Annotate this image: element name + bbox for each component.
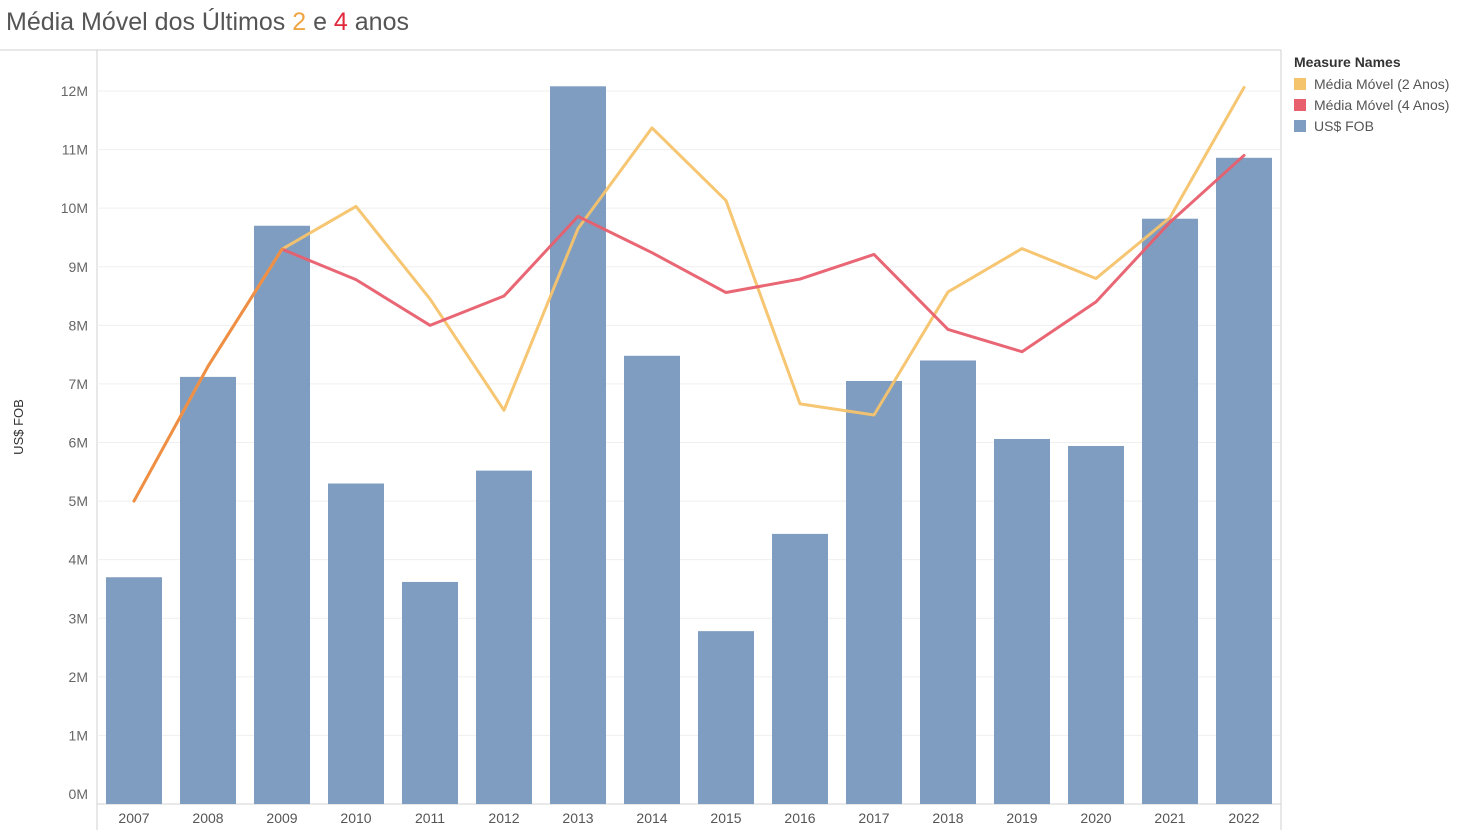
bar-2011	[402, 581, 458, 804]
y-tick-label: 3M	[69, 610, 88, 626]
x-tick-label: 2019	[1006, 810, 1037, 826]
x-tick-label: 2015	[710, 810, 741, 826]
x-tick-label: 2011	[415, 810, 445, 826]
y-tick-label: 4M	[69, 552, 88, 568]
x-tick-label: 2022	[1228, 810, 1259, 826]
title-number-2: 2	[292, 8, 307, 36]
chart-title: Média Móvel dos Últimos 2 e 4 anos	[6, 8, 409, 37]
y-tick-label: 10M	[61, 200, 88, 216]
x-tick-label: 2017	[858, 810, 889, 826]
y-tick-label: 7M	[69, 376, 88, 392]
line-media-movel-2-anos	[132, 85, 1246, 503]
x-tick-label: 2010	[340, 810, 371, 826]
y-tick-label: 1M	[69, 727, 88, 743]
x-tick-label: 2012	[488, 810, 519, 826]
bar-2020	[1068, 446, 1124, 804]
bar-2017	[846, 380, 902, 804]
bar-2022	[1216, 157, 1272, 804]
bar-2008	[180, 376, 236, 804]
bar-2015	[698, 631, 754, 804]
title-number-4: 4	[333, 8, 348, 36]
y-tick-label: 9M	[69, 259, 88, 275]
bar-2009	[254, 225, 310, 804]
legend-title: Measure Names	[1294, 54, 1401, 70]
y-tick-label: 0M	[69, 786, 88, 802]
y-tick-label: 12M	[61, 83, 88, 99]
x-tick-label: 2014	[636, 810, 667, 826]
x-tick-label: 2007	[118, 810, 149, 826]
x-tick-label: 2016	[784, 810, 815, 826]
line-media-movel-4-anos	[280, 153, 1246, 354]
title-prefix: Média Móvel dos Últimos	[6, 8, 293, 36]
bar-2014	[624, 355, 680, 804]
bar-2021	[1142, 218, 1198, 804]
y-tick-label: 8M	[69, 317, 88, 333]
legend-label-us-fob: US$ FOB	[1314, 117, 1374, 134]
x-tick-label: 2013	[562, 810, 593, 826]
legend: Measure Names Média Móvel (2 Anos) Média…	[1294, 54, 1449, 136]
legend-item-4-anos[interactable]: Média Móvel (4 Anos)	[1294, 94, 1449, 115]
legend-swatch-us-fob	[1294, 119, 1306, 132]
y-tick-label: 5M	[69, 493, 88, 509]
legend-swatch-4-anos	[1294, 98, 1306, 111]
title-suffix: anos	[347, 8, 409, 36]
y-tick-label: 6M	[69, 435, 88, 451]
bar-2013	[550, 86, 606, 804]
line-overlap-segment	[132, 247, 284, 503]
bar-2010	[328, 483, 384, 804]
y-tick-label: 11M	[62, 142, 88, 158]
y-axis-label: US$ FOB	[11, 399, 26, 455]
bar-2019	[994, 438, 1050, 804]
y-tick-label: 2M	[69, 669, 88, 685]
bar-2018	[920, 360, 976, 804]
chart-area: 0M 1M 2M 3M 4M 5M 6M 7M 8M 9M 10M 11M 12M US$ FOB 2007…	[0, 49, 1282, 830]
x-tick-label: 2018	[932, 810, 963, 826]
title-mid: e	[306, 8, 334, 36]
legend-label-4-anos: Média Móvel (4 Anos)	[1314, 96, 1450, 113]
legend-label-2-anos: Média Móvel (2 Anos)	[1314, 75, 1450, 92]
x-tick-label: 2009	[266, 810, 297, 826]
bar-2016	[772, 533, 828, 804]
legend-swatch-2-anos	[1294, 77, 1306, 90]
legend-item-2-anos[interactable]: Média Móvel (2 Anos)	[1294, 73, 1449, 94]
bar-2012	[476, 470, 532, 804]
bar-2007	[106, 577, 162, 804]
x-tick-label: 2020	[1080, 810, 1111, 826]
legend-item-us-fob[interactable]: US$ FOB	[1294, 115, 1449, 136]
x-tick-label: 2008	[192, 810, 223, 826]
x-tick-label: 2021	[1154, 810, 1185, 826]
